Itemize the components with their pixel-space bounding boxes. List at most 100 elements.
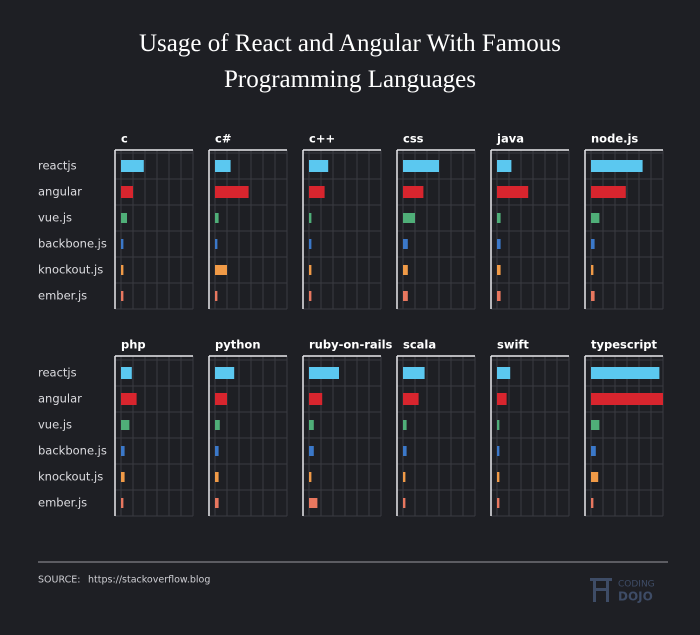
- bar: [215, 367, 235, 379]
- bar: [591, 420, 600, 430]
- logo-icon: [596, 588, 606, 591]
- panel-title: scala: [403, 338, 436, 352]
- category-label: reactjs: [38, 159, 77, 173]
- category-label: angular: [38, 185, 82, 199]
- bar: [403, 265, 408, 275]
- bar: [497, 393, 507, 405]
- bar: [591, 472, 599, 482]
- bar: [309, 446, 314, 456]
- panel-title: c#: [215, 132, 231, 146]
- bar: [215, 393, 227, 405]
- bar: [121, 186, 133, 198]
- bar: [591, 186, 626, 198]
- bar: [403, 239, 408, 249]
- bar: [497, 186, 529, 198]
- bar: [121, 160, 144, 172]
- panel-title: swift: [497, 338, 529, 352]
- bar: [403, 393, 419, 405]
- bar: [309, 498, 318, 508]
- bar: [591, 393, 663, 405]
- bar: [121, 265, 124, 275]
- bar: [121, 472, 125, 482]
- bar: [215, 265, 227, 275]
- bar: [497, 472, 500, 482]
- logo-text: CODING: [618, 580, 655, 590]
- category-label: angular: [38, 392, 82, 406]
- bar: [403, 213, 415, 223]
- category-label: vue.js: [38, 211, 72, 225]
- category-label: backbone.js: [38, 237, 107, 251]
- bar: [591, 291, 595, 301]
- bar: [497, 291, 501, 301]
- panel-title: node.js: [591, 132, 638, 146]
- bar: [591, 446, 596, 456]
- bar: [591, 213, 600, 223]
- bar: [309, 265, 312, 275]
- category-label: knockout.js: [38, 263, 103, 277]
- bar: [497, 446, 500, 456]
- panel-title: c: [121, 132, 128, 146]
- bar: [121, 213, 127, 223]
- bar: [591, 160, 643, 172]
- bar: [403, 498, 406, 508]
- bar: [215, 498, 219, 508]
- logo-icon: [606, 581, 609, 602]
- category-label: ember.js: [38, 289, 87, 303]
- bar: [591, 498, 594, 508]
- bar: [215, 213, 219, 223]
- bar: [121, 420, 130, 430]
- bar: [497, 160, 512, 172]
- bar: [497, 420, 500, 430]
- logo: [590, 578, 612, 602]
- bar: [403, 291, 408, 301]
- logo-text: DOJO: [618, 590, 653, 604]
- bar: [309, 472, 312, 482]
- bar: [497, 239, 501, 249]
- bar: [403, 446, 407, 456]
- bar: [309, 213, 312, 223]
- bar: [309, 186, 325, 198]
- chart-title: Usage of React and Angular With Famous P…: [138, 30, 562, 93]
- bar: [215, 446, 219, 456]
- bar: [215, 239, 218, 249]
- bar: [309, 160, 329, 172]
- category-label: reactjs: [38, 366, 77, 380]
- bar: [497, 213, 501, 223]
- panel-title: typescript: [591, 338, 658, 352]
- bar: [403, 160, 439, 172]
- bar: [497, 367, 511, 379]
- bar: [591, 265, 594, 275]
- bar: [403, 186, 424, 198]
- source: https://stackoverflow.blog: [88, 575, 210, 586]
- category-label: vue.js: [38, 418, 72, 432]
- category-label: backbone.js: [38, 444, 107, 458]
- bar: [121, 498, 124, 508]
- bar: [403, 420, 407, 430]
- panel-title: python: [215, 338, 261, 352]
- category-label: ember.js: [38, 496, 87, 510]
- bar: [215, 160, 231, 172]
- source-label: SOURCE:: [38, 575, 80, 586]
- category-label: knockout.js: [38, 470, 103, 484]
- bar: [309, 367, 339, 379]
- bar: [309, 420, 314, 430]
- bar: [121, 367, 132, 379]
- bar: [215, 186, 249, 198]
- bar: [591, 239, 595, 249]
- logo-icon: [593, 581, 596, 602]
- bar: [121, 393, 137, 405]
- bar: [497, 265, 501, 275]
- bar: [215, 420, 220, 430]
- bar: [309, 239, 312, 249]
- panel-title: c++: [309, 132, 335, 146]
- bar: [215, 472, 219, 482]
- panel-title: ruby-on-rails: [309, 338, 393, 352]
- panel-title: java: [496, 132, 524, 146]
- bar: [497, 498, 500, 508]
- logo-icon: [590, 578, 612, 581]
- bar: [121, 446, 125, 456]
- bar: [591, 367, 660, 379]
- bar: [309, 393, 323, 405]
